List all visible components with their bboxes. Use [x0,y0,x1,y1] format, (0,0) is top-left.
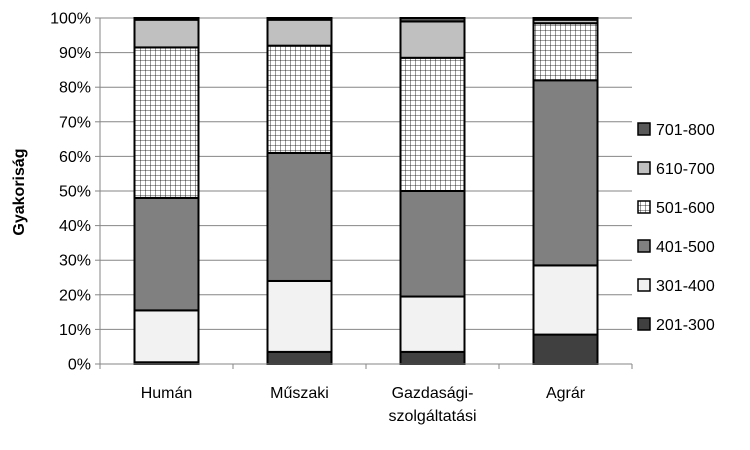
bar-segment [399,56,466,193]
bars [133,17,599,366]
bar-segment [266,17,333,21]
bar-segment [266,18,333,47]
bar-segment [399,20,466,59]
y-tick-label: 90% [59,45,91,62]
bar-segment [266,151,333,282]
bar-segment [399,190,466,298]
legend-swatch [637,200,651,214]
y-axis-title: Gyakoriság [11,148,28,235]
y-tick-label: 60% [59,149,91,166]
legend: 701-800 610-700 501-600 401-500 301-400 201-3… [637,122,715,334]
bar-segment [532,22,599,82]
bar-segment [133,309,200,364]
legend-swatch [637,122,651,136]
bar-segment [532,79,599,267]
x-tick-label: Agrár [546,385,586,402]
legend-swatch [637,239,651,253]
y-tick-label: 40% [59,218,91,235]
bar-segment [532,17,599,21]
legend-label: 301-400 [656,278,715,295]
bar-segment [266,350,333,366]
bar-segment [133,196,200,312]
bar-segment [532,264,599,336]
bar-segment [399,17,466,23]
axes: 0% 10% 20% 30% 40% 50% 60% 70% 80% 90% 100% Humán Mű… [50,11,633,425]
bar-segment [266,279,333,353]
bar-segment [133,17,200,21]
legend-swatch [637,317,651,331]
y-tick-label: 0% [68,357,91,374]
bar-segment [399,295,466,353]
bar-segment [266,44,333,154]
y-tick-label: 20% [59,287,91,304]
x-tick-label: Humán [141,385,193,402]
legend-label: 501-600 [656,200,715,217]
y-tick-label: 50% [59,184,91,201]
bar-segment [532,333,599,365]
x-tick-label: Gazdasági- [392,385,474,402]
legend-label: 610-700 [656,161,715,178]
x-tick-label: szolgáltatási [388,408,476,425]
y-tick-label: 10% [59,322,91,339]
legend-swatch [637,278,651,292]
legend-swatch [637,161,651,175]
y-tick-label: 70% [59,114,91,131]
bar-segment [399,350,466,366]
legend-label: 701-800 [656,122,715,139]
x-tick-label: Műszaki [270,385,329,402]
bar-segment [133,46,200,199]
y-tick-label: 30% [59,253,91,270]
y-tick-label: 80% [59,80,91,97]
legend-label: 401-500 [656,239,715,256]
legend-label: 201-300 [656,317,715,334]
bar-segment [133,18,200,49]
y-tick-label: 100% [50,11,91,28]
